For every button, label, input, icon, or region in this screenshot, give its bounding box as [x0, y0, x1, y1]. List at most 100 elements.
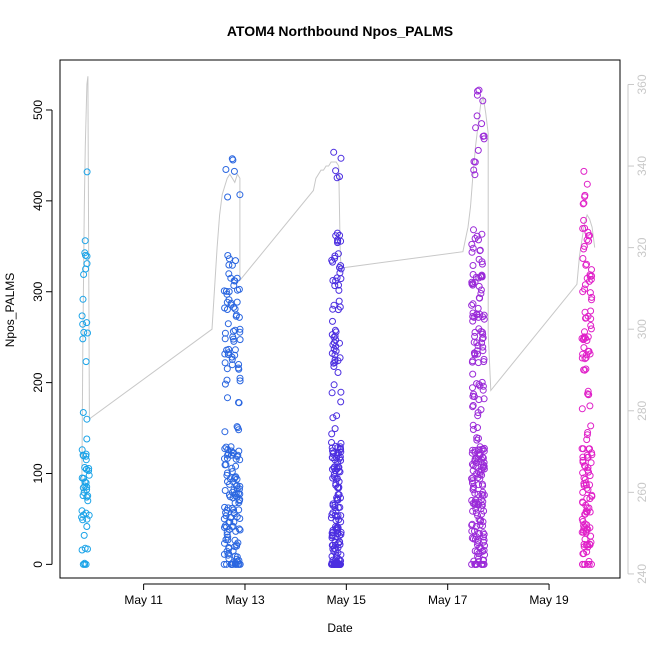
y2-tick-label: 240: [635, 564, 649, 584]
data-point: [472, 124, 480, 132]
data-point: [327, 514, 335, 522]
axes-layer: 0 100 200 300 400 500 240 260 280 300 320 340 360 May…: [31, 74, 649, 607]
data-point: [583, 351, 591, 359]
data-point: [235, 497, 243, 505]
data-point: [480, 355, 488, 363]
data-point: [230, 282, 238, 289]
data-point: [479, 347, 487, 355]
data-point: [469, 300, 477, 308]
data-point: [468, 248, 476, 256]
y-tick-label: 0: [31, 561, 45, 568]
data-point: [336, 541, 344, 549]
data-point: [473, 436, 481, 444]
data-point: [578, 354, 586, 362]
data-point: [588, 266, 595, 274]
data-point: [232, 257, 239, 265]
data-point: [79, 295, 87, 303]
data-point: [236, 377, 244, 385]
data-point: [480, 530, 488, 538]
data-point: [335, 467, 343, 475]
data-point: [581, 510, 589, 518]
data-point: [81, 478, 89, 486]
data-point: [588, 449, 596, 457]
data-point: [232, 455, 240, 463]
data-point: [474, 512, 482, 520]
data-point: [79, 320, 87, 328]
data-point: [580, 199, 588, 207]
data-point: [580, 543, 588, 551]
data-point: [478, 258, 486, 266]
data-point: [579, 560, 586, 568]
data-point: [584, 486, 592, 494]
data-point: [476, 517, 484, 525]
data-point: [583, 494, 591, 502]
data-point: [586, 495, 594, 503]
data-point: [83, 168, 91, 176]
data-point: [585, 504, 593, 512]
data-point: [227, 443, 235, 451]
y-tick-label: 300: [31, 281, 45, 301]
data-point: [337, 275, 345, 283]
data-point: [236, 526, 244, 534]
data-point: [468, 477, 476, 485]
data-point: [230, 506, 238, 514]
data-point: [579, 550, 587, 558]
data-point: [231, 499, 239, 507]
data-point: [478, 378, 486, 386]
data-point: [232, 482, 240, 490]
data-point: [469, 392, 477, 400]
data-point: [468, 240, 476, 248]
data-point: [228, 468, 236, 476]
data-point: [334, 250, 342, 258]
data-point: [79, 409, 87, 416]
data-point: [236, 482, 244, 490]
data-point: [334, 449, 342, 457]
data-point: [473, 112, 481, 120]
data-point: [476, 310, 484, 318]
data-point: [80, 489, 88, 496]
data-point: [582, 479, 590, 487]
data-point: [480, 395, 488, 403]
data-point: [580, 167, 588, 175]
data-point: [580, 526, 587, 534]
data-point: [585, 560, 593, 568]
data-point: [472, 505, 480, 512]
data-point: [229, 156, 237, 164]
data-point: [469, 370, 477, 378]
data-point: [229, 559, 237, 567]
data-point: [80, 271, 88, 278]
data-point: [332, 328, 340, 336]
data-point: [328, 430, 336, 438]
data-point: [468, 527, 476, 535]
data-point: [82, 456, 90, 464]
data-point: [478, 271, 486, 279]
data-point: [230, 167, 238, 175]
data-point: [334, 523, 341, 531]
secondary-series-line: [81, 76, 596, 493]
data-point: [472, 523, 480, 530]
data-point: [78, 312, 86, 320]
data-point: [480, 447, 488, 455]
data-point: [333, 558, 341, 566]
data-point: [335, 516, 343, 524]
data-point: [584, 453, 592, 461]
data-point: [334, 369, 342, 376]
y2-tick-label: 300: [635, 319, 649, 339]
data-point: [330, 148, 338, 156]
data-point: [474, 146, 482, 154]
data-point: [471, 171, 479, 179]
data-point: [83, 483, 91, 491]
chart-title: ATOM4 Northbound Npos_PALMS: [227, 23, 453, 39]
data-point: [328, 444, 336, 452]
data-point: [331, 252, 339, 260]
data-point: [220, 560, 228, 568]
data-point: [582, 365, 590, 373]
data-point: [583, 180, 591, 188]
data-point: [587, 422, 595, 430]
data-point: [221, 428, 229, 436]
data-point: [333, 475, 341, 482]
data-point: [468, 534, 476, 542]
data-point: [336, 173, 343, 181]
